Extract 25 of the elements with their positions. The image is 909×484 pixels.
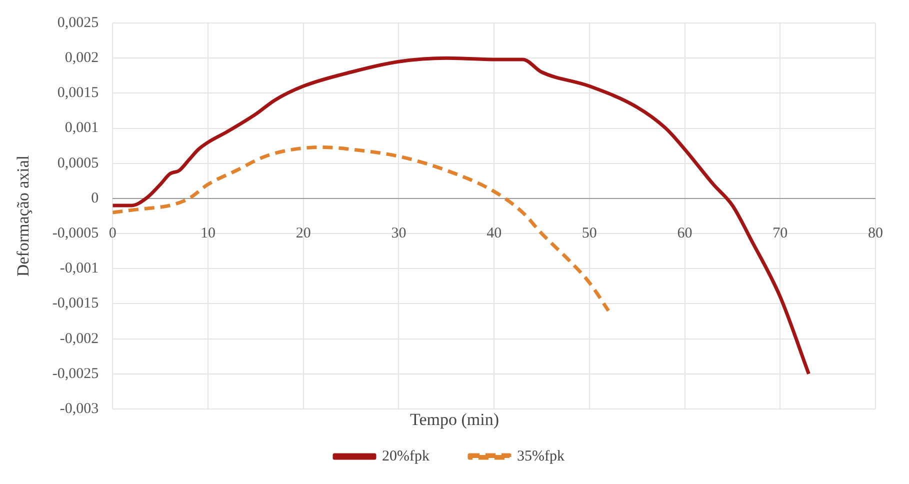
x-tick-label: 20 — [296, 225, 311, 242]
y-tick-label: -0,0025 — [52, 366, 99, 382]
y-tick-label: 0,0015 — [57, 85, 99, 102]
legend-label: 35%fpk — [517, 448, 565, 464]
x-tick-label: 0 — [108, 225, 116, 242]
x-tick-label: 10 — [200, 225, 216, 242]
y-tick-label: -0,003 — [60, 400, 99, 417]
x-tick-label: 80 — [868, 225, 883, 242]
y-tick-label: -0,0005 — [52, 225, 99, 242]
y-tick-label: 0,001 — [64, 120, 99, 136]
y-axis-title: Deformação axial — [14, 155, 33, 277]
x-tick-label: 70 — [772, 225, 788, 242]
y-tick-label: 0,0005 — [57, 155, 99, 172]
y-tick-label: -0,001 — [60, 260, 99, 277]
y-tick-label: 0,0025 — [57, 14, 99, 31]
y-tick-label: 0,002 — [64, 50, 99, 66]
y-tick-label: -0,002 — [60, 330, 99, 347]
legend-label: 20%fpk — [382, 448, 430, 464]
x-tick-label: 30 — [391, 225, 406, 242]
y-tick-label: -0,0015 — [52, 296, 99, 312]
x-tick-label: 40 — [486, 225, 502, 242]
x-tick-label: 50 — [582, 225, 597, 242]
y-tick-label: 0 — [91, 190, 99, 206]
x-tick-label: 60 — [677, 225, 692, 242]
x-axis-title: Tempo (min) — [410, 410, 499, 429]
